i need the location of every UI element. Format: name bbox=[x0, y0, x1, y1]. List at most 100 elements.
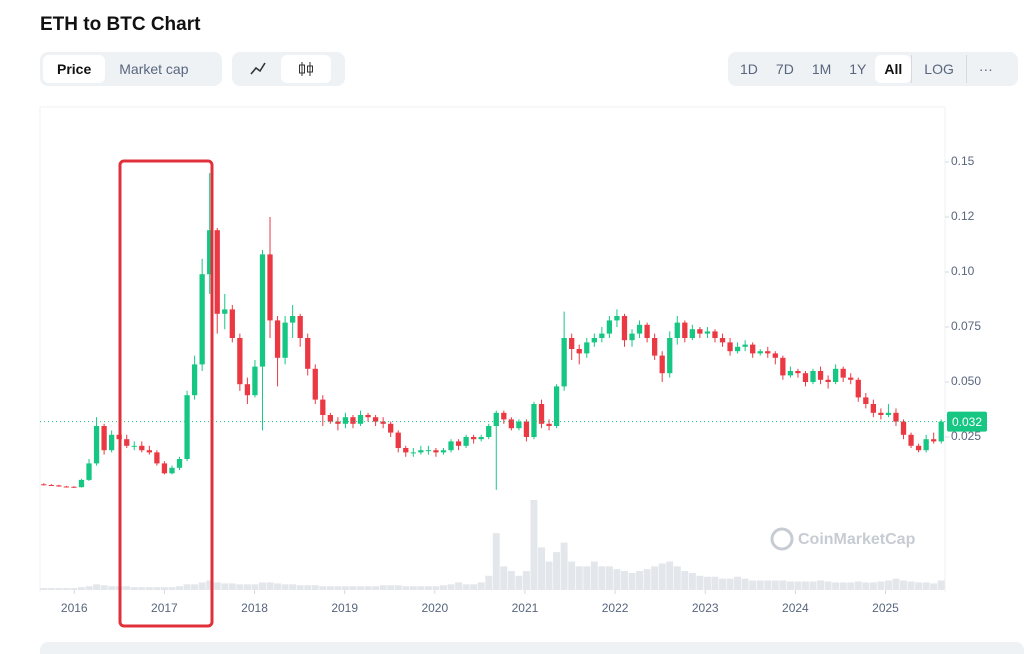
x-tick-label: 2019 bbox=[331, 601, 358, 615]
volume-bar bbox=[424, 586, 432, 590]
candle-body bbox=[312, 368, 318, 400]
volume-bar bbox=[553, 552, 561, 590]
candle-body bbox=[750, 344, 756, 354]
candle-body bbox=[267, 254, 273, 321]
candle-body bbox=[508, 419, 514, 429]
range[interactable]: 1D bbox=[740, 61, 758, 77]
candle-body bbox=[388, 423, 394, 433]
volume-bar bbox=[455, 582, 463, 590]
range[interactable]: 1M bbox=[811, 61, 832, 77]
volume-bar bbox=[191, 584, 199, 590]
volume-bar bbox=[296, 585, 304, 590]
volume-bar bbox=[922, 582, 930, 590]
candle-body bbox=[848, 377, 854, 380]
candle-body bbox=[320, 399, 326, 415]
volume-bar bbox=[568, 561, 576, 590]
candle-body bbox=[78, 479, 85, 488]
candle-body bbox=[259, 254, 266, 367]
candle-body bbox=[478, 437, 484, 440]
range[interactable]: 7D bbox=[775, 61, 794, 77]
volume-bar bbox=[62, 588, 70, 590]
volume-bar bbox=[236, 584, 244, 590]
volume-bar bbox=[764, 580, 772, 590]
volume-bar bbox=[372, 586, 380, 590]
volume-bar bbox=[862, 582, 870, 590]
candle-body bbox=[727, 342, 733, 352]
candle-body bbox=[810, 371, 816, 382]
candle-body bbox=[229, 309, 235, 338]
candle-body bbox=[207, 230, 213, 275]
volume-bar bbox=[771, 580, 779, 590]
volume-bar bbox=[160, 587, 168, 590]
volume-bar bbox=[319, 586, 327, 590]
y-tick-label: 0.10 bbox=[951, 264, 975, 278]
volume-bar bbox=[251, 584, 259, 590]
candle-body bbox=[817, 371, 824, 380]
candle-toggle[interactable] bbox=[281, 55, 331, 83]
volume-bar bbox=[930, 583, 938, 590]
log-toggle[interactable]: LOG bbox=[911, 55, 966, 83]
volume-bar bbox=[387, 585, 395, 590]
volume-bar bbox=[847, 582, 855, 590]
candle-body bbox=[244, 384, 251, 396]
volume-bar bbox=[628, 572, 636, 590]
volume-bar bbox=[447, 584, 455, 590]
volume-bar bbox=[477, 582, 485, 590]
candle-body bbox=[825, 379, 831, 382]
candle-body bbox=[878, 412, 884, 415]
volume-bar bbox=[100, 585, 108, 590]
more[interactable]: ··· bbox=[965, 55, 1005, 83]
candle-body bbox=[305, 338, 311, 369]
candle-body bbox=[372, 417, 379, 422]
volume-bar bbox=[47, 588, 55, 590]
page-title: ETH to BTC Chart bbox=[40, 14, 201, 35]
candle-body bbox=[41, 484, 47, 486]
volume-bar bbox=[341, 586, 349, 590]
volume-bar bbox=[266, 582, 274, 590]
volume-bar bbox=[907, 581, 915, 590]
x-tick-label: 2024 bbox=[782, 601, 809, 615]
volume-bar bbox=[590, 561, 598, 590]
y-tick-label: 0.075 bbox=[951, 319, 981, 333]
volume-bar bbox=[809, 581, 817, 590]
volume-bar bbox=[749, 580, 757, 590]
volume-bar bbox=[892, 578, 900, 590]
volume-bar bbox=[334, 586, 342, 590]
volume-bar bbox=[786, 581, 794, 590]
range[interactable]: All bbox=[875, 55, 912, 83]
candle-body bbox=[357, 415, 364, 424]
volume-bar bbox=[402, 586, 410, 590]
candle-body bbox=[214, 230, 220, 314]
tab[interactable]: Market cap bbox=[119, 61, 189, 77]
volume-bar bbox=[281, 584, 289, 590]
candle-body bbox=[365, 415, 371, 418]
range[interactable]: 1Y bbox=[849, 61, 867, 77]
volume-bar bbox=[274, 583, 282, 590]
chart-style bbox=[232, 52, 345, 86]
candle-body bbox=[599, 333, 605, 338]
candle-body bbox=[938, 421, 944, 442]
volume-bar bbox=[756, 580, 764, 590]
candle-body bbox=[893, 412, 899, 422]
y-tick-label: 0.050 bbox=[951, 374, 981, 388]
volume-bar bbox=[681, 571, 689, 590]
volume-bar bbox=[703, 576, 711, 590]
candle-body bbox=[742, 344, 748, 347]
volume-bar bbox=[937, 580, 945, 590]
volume-bar bbox=[326, 586, 334, 590]
candle-body bbox=[772, 353, 778, 358]
volume-bar bbox=[726, 578, 734, 590]
volume-bar bbox=[560, 542, 568, 590]
volume-bar bbox=[500, 566, 508, 590]
tab[interactable]: Price bbox=[43, 55, 106, 83]
candle-body bbox=[433, 450, 439, 453]
line-toggle[interactable] bbox=[235, 55, 281, 83]
volume-bar bbox=[666, 561, 674, 590]
y-tick-label: 0.15 bbox=[951, 154, 975, 168]
candle-icon bbox=[299, 62, 313, 76]
price-tag-label: 0.032 bbox=[952, 415, 982, 429]
candle-body bbox=[290, 316, 296, 323]
volume-bar bbox=[176, 586, 183, 590]
candle-body bbox=[621, 316, 628, 341]
y-tick-label: 0.025 bbox=[951, 429, 981, 443]
